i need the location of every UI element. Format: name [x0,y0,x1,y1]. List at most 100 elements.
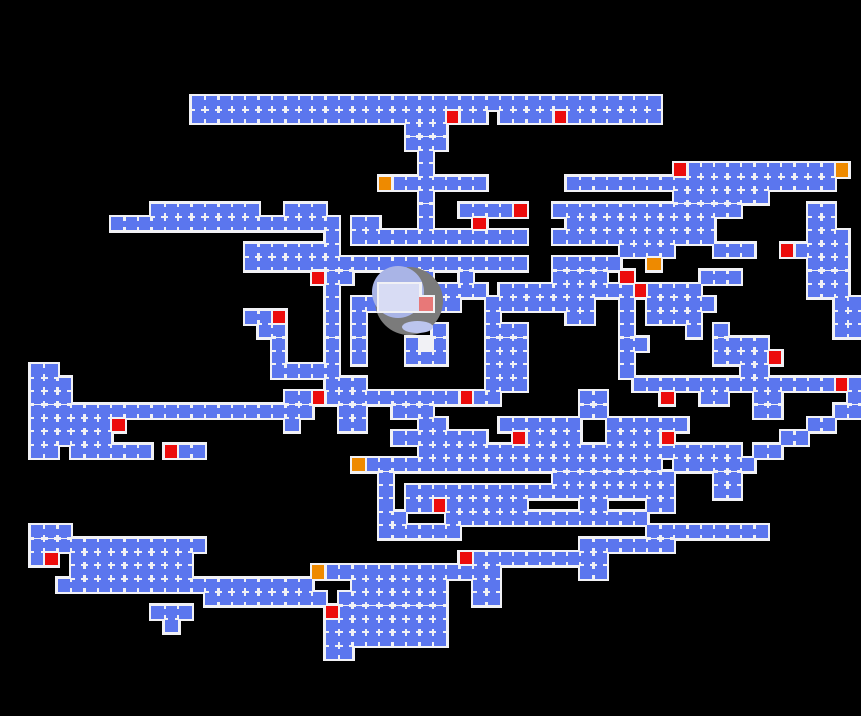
cell-divider-tick [699,203,702,208]
cell-divider-tick [431,534,434,539]
cell-divider-tick [324,216,327,221]
cell-divider-tick [351,309,357,312]
cell-divider-tick [136,226,140,231]
map-room-cell [714,176,728,191]
cell-divider-tick [83,551,86,556]
cell-divider-tick [605,511,609,516]
cell-divider-tick [230,601,233,606]
cell-divider-tick [163,578,166,583]
map-room-cell [365,96,380,110]
map-room-cell [593,216,607,231]
map-room-cell [607,230,621,244]
cell-divider-tick [498,467,501,472]
cell-divider-tick [378,390,381,395]
cell-divider-tick [324,95,327,100]
cell-divider-tick [136,454,140,459]
cell-divider-tick [203,404,207,409]
cell-divider-tick [187,564,193,567]
cell-divider-tick [418,467,421,472]
cell-divider-tick [190,216,193,221]
cell-divider-tick [391,390,394,395]
map-room-cell [754,525,768,539]
cell-divider-tick [592,109,595,114]
cell-divider-tick [565,521,568,526]
map-room-cell [258,257,272,271]
cell-divider-tick [30,389,35,393]
cell-divider-tick [217,226,220,231]
cell-divider-tick [404,534,408,539]
cell-divider-tick [579,457,582,462]
cell-divider-tick [244,203,247,208]
cell-divider-tick [686,524,689,529]
cell-divider-tick [793,176,796,181]
cell-divider-tick [431,360,434,365]
cell-divider-tick [525,95,528,100]
map-room-cell [285,96,299,110]
cell-divider-tick [525,296,528,301]
cell-divider-tick [646,538,649,543]
cell-divider-tick [672,216,676,221]
cell-divider-tick [429,162,434,165]
cell-divider-tick [807,269,812,272]
cell-divider-tick [619,363,625,366]
cell-divider-tick [284,578,287,583]
cell-divider-tick [579,521,582,526]
cell-divider-tick [404,524,408,529]
cell-divider-tick [257,95,260,100]
cell-divider-tick [391,229,394,234]
cell-divider-tick [337,390,341,395]
cell-divider-tick [378,497,383,500]
map-room-cell [365,109,380,124]
cell-divider-tick [284,416,290,420]
map-room-cell [446,297,460,311]
cell-divider-tick [565,270,568,275]
cell-divider-tick [190,578,193,583]
cell-divider-tick [632,417,635,422]
save-room-cell [513,203,527,217]
cell-divider-tick [431,457,434,462]
cell-divider-tick [576,430,581,433]
cell-divider-tick [431,631,434,636]
cell-divider-tick [324,363,327,368]
cell-divider-tick [404,605,408,610]
cell-divider-tick [43,404,46,409]
cell-divider-tick [619,444,622,449]
cell-divider-tick [123,538,126,543]
map-room-cell [700,216,715,231]
cell-divider-tick [659,484,662,489]
cell-divider-tick [565,494,568,499]
cell-divider-tick [418,534,421,539]
cell-divider-tick [337,655,341,660]
cell-divider-tick [670,497,675,500]
highlighted-room-cell [392,283,406,298]
cell-divider-tick [619,95,622,100]
cell-divider-tick [378,229,381,234]
cell-divider-tick [471,444,475,449]
cell-divider-tick [337,119,341,124]
map-room-cell [794,176,808,191]
cell-divider-tick [726,484,729,489]
cell-divider-tick [445,534,448,539]
save-room-cell [111,417,125,432]
cell-divider-tick [378,510,383,513]
cell-divider-tick [471,109,475,114]
cell-divider-tick [605,457,609,462]
cell-divider-tick [378,591,381,596]
map-room-cell [205,203,219,217]
cell-divider-tick [297,363,300,368]
cell-divider-tick [391,564,394,569]
cell-divider-tick [592,521,595,526]
cell-divider-tick [619,229,622,234]
map-room-cell [821,417,835,432]
map-room-cell [580,203,594,217]
cell-divider-tick [686,203,689,208]
cell-divider-tick [230,119,233,124]
cell-divider-tick [820,256,823,261]
cell-divider-tick [429,403,434,406]
cell-divider-tick [592,95,595,100]
map-room-cell [432,632,447,646]
cell-divider-tick [726,270,729,275]
cell-divider-tick [565,430,568,435]
cell-divider-tick [512,551,515,556]
cell-divider-tick [271,363,276,366]
